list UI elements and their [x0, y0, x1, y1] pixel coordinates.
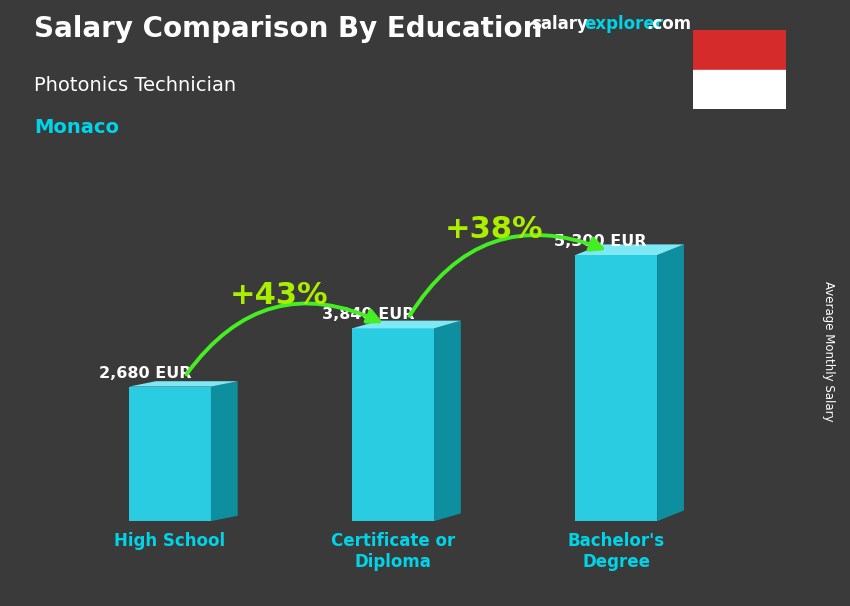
Text: Salary Comparison By Education: Salary Comparison By Education [34, 15, 542, 43]
Polygon shape [352, 321, 461, 328]
Text: Average Monthly Salary: Average Monthly Salary [822, 281, 836, 422]
Text: +38%: +38% [445, 216, 544, 244]
Text: Monaco: Monaco [34, 118, 119, 137]
Bar [693, 70, 786, 109]
Polygon shape [211, 381, 238, 521]
Polygon shape [575, 255, 657, 521]
Text: +43%: +43% [230, 281, 328, 310]
Polygon shape [352, 328, 434, 521]
Text: Photonics Technician: Photonics Technician [34, 76, 236, 95]
Polygon shape [657, 244, 684, 521]
Text: .com: .com [646, 15, 691, 33]
Text: 2,680 EUR: 2,680 EUR [99, 365, 191, 381]
Text: salary: salary [531, 15, 588, 33]
Polygon shape [434, 321, 461, 521]
Text: 3,840 EUR: 3,840 EUR [321, 307, 414, 322]
Text: 5,300 EUR: 5,300 EUR [553, 234, 646, 249]
Polygon shape [129, 387, 211, 521]
Polygon shape [129, 381, 238, 387]
Text: explorer: explorer [584, 15, 663, 33]
Polygon shape [575, 244, 684, 255]
Bar [693, 30, 786, 70]
